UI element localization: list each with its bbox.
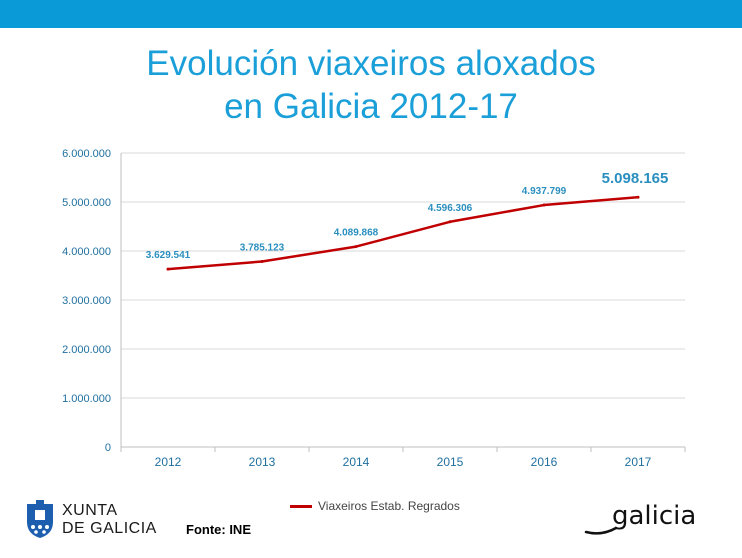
data-label: 3.785.123 <box>240 243 285 254</box>
y-tick-label: 5.000.000 <box>62 197 111 209</box>
data-point <box>448 220 452 224</box>
y-tick-label: 4.000.000 <box>62 246 111 258</box>
data-label: 3.629.541 <box>146 250 191 261</box>
y-tick-label: 0 <box>105 442 111 454</box>
chart-title-line-2: en Galicia 2012-17 <box>224 87 518 126</box>
galicia-logo-text: galicia <box>612 501 696 531</box>
x-tick-label: 2014 <box>343 455 370 469</box>
source-note: Fonte: INE <box>186 522 251 537</box>
chart-legend: Viaxeiros Estab. Regrados <box>290 498 460 514</box>
data-label: 4.089.868 <box>334 228 379 239</box>
x-tick-label: 2017 <box>625 455 652 469</box>
data-point <box>354 245 358 249</box>
galicia-brand-logo: galicia <box>584 501 696 535</box>
series-line <box>167 195 639 271</box>
y-tick-label: 3.000.000 <box>62 295 111 307</box>
galicia-shield-icon <box>27 500 53 538</box>
x-tick-label: 2016 <box>531 455 558 469</box>
chart-title-line-1: Evolución viaxeiros aloxados <box>146 44 596 83</box>
chart-title: Evolución viaxeiros aloxados en Galicia … <box>0 42 742 128</box>
data-label: 4.937.799 <box>522 186 567 197</box>
data-point <box>260 260 264 264</box>
legend-label: Viaxeiros Estab. Regrados <box>318 499 460 513</box>
data-label: 4.596.306 <box>428 203 473 214</box>
xunta-logo-line-1: XUNTA <box>62 502 118 519</box>
y-tick-label: 6.000.000 <box>62 148 111 160</box>
data-point <box>166 267 170 271</box>
y-tick-label: 2.000.000 <box>62 344 111 356</box>
top-banner <box>0 0 742 28</box>
data-label: 5.098.165 <box>602 170 669 187</box>
data-point <box>636 195 640 199</box>
x-tick-label: 2013 <box>249 455 276 469</box>
xunta-de-galicia-logo: XUNTA DE GALICIA <box>24 500 157 540</box>
xunta-logo-line-2: DE GALICIA <box>62 520 157 537</box>
x-tick-label: 2012 <box>155 455 182 469</box>
data-point <box>542 203 546 207</box>
legend-line-swatch <box>290 504 312 508</box>
x-tick-label: 2015 <box>437 455 464 469</box>
y-tick-label: 1.000.000 <box>62 393 111 405</box>
